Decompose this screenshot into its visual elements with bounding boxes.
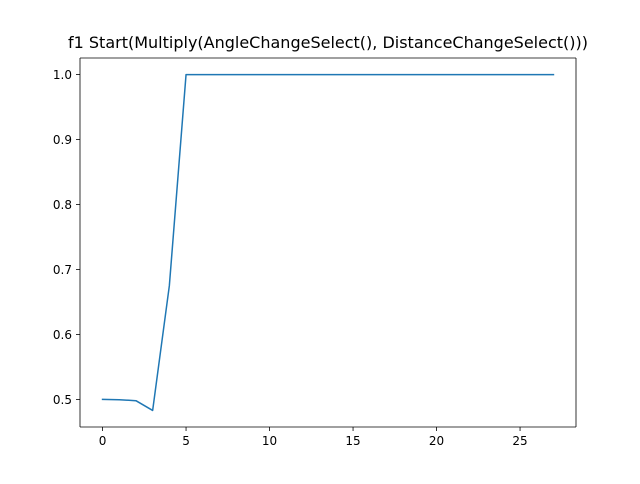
x-tick-label: 10 <box>262 434 277 448</box>
x-tick-label: 20 <box>429 434 444 448</box>
y-tick-label: 0.6 <box>53 328 72 342</box>
y-tick-label: 0.5 <box>53 393 72 407</box>
x-tick-label: 15 <box>345 434 360 448</box>
chart-title: f1 Start(Multiply(AngleChangeSelect(), D… <box>68 33 588 52</box>
x-tick-label: 25 <box>512 434 527 448</box>
x-tick-label: 0 <box>99 434 107 448</box>
y-tick-label: 0.9 <box>53 133 72 147</box>
y-tick-label: 0.8 <box>53 198 72 212</box>
x-tick-label: 5 <box>182 434 190 448</box>
y-tick-label: 1.0 <box>53 68 72 82</box>
y-tick-label: 0.7 <box>53 263 72 277</box>
